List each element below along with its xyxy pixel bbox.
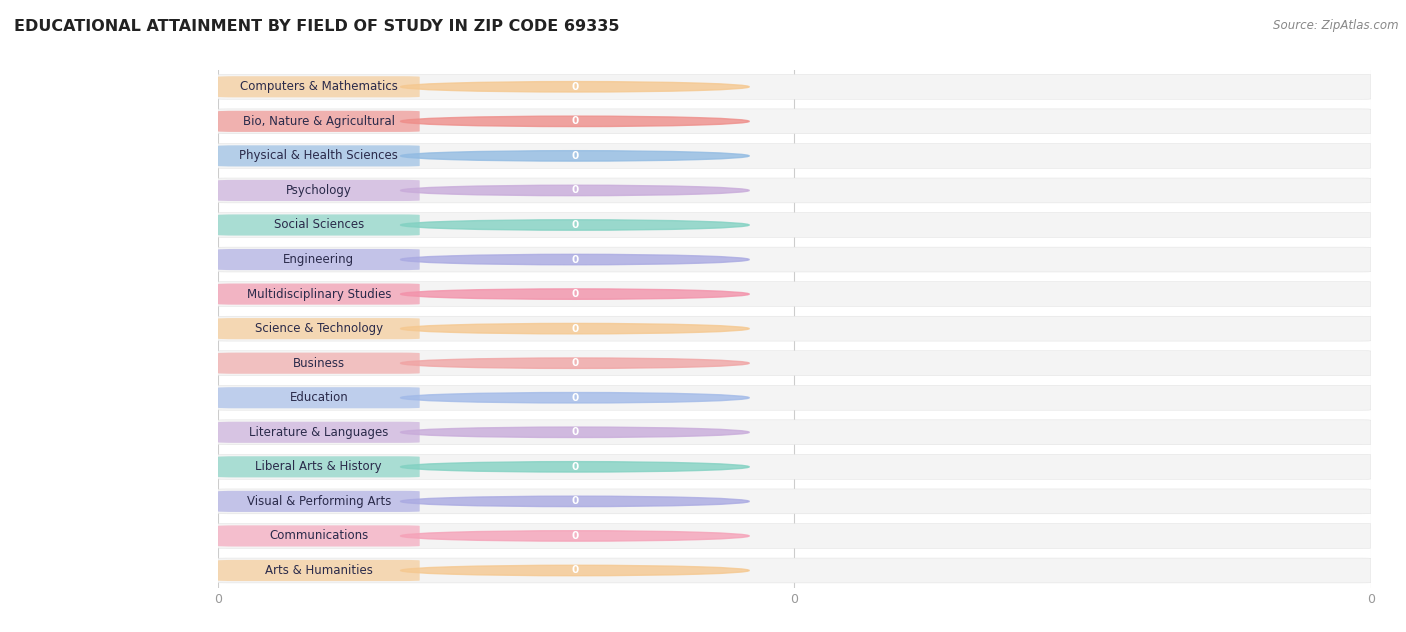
Text: 0: 0 bbox=[571, 324, 578, 334]
FancyBboxPatch shape bbox=[218, 353, 419, 374]
Text: Science & Technology: Science & Technology bbox=[254, 322, 382, 335]
FancyBboxPatch shape bbox=[218, 525, 419, 547]
Circle shape bbox=[401, 185, 749, 196]
FancyBboxPatch shape bbox=[218, 560, 419, 581]
FancyBboxPatch shape bbox=[218, 212, 1371, 238]
Text: Arts & Humanities: Arts & Humanities bbox=[264, 564, 373, 577]
Circle shape bbox=[401, 289, 749, 300]
FancyBboxPatch shape bbox=[218, 178, 1371, 203]
FancyBboxPatch shape bbox=[218, 180, 419, 201]
Circle shape bbox=[401, 324, 749, 334]
FancyBboxPatch shape bbox=[218, 454, 1371, 479]
Circle shape bbox=[401, 150, 749, 161]
Circle shape bbox=[401, 531, 749, 541]
FancyBboxPatch shape bbox=[218, 145, 419, 166]
Text: Liberal Arts & History: Liberal Arts & History bbox=[256, 460, 382, 473]
FancyBboxPatch shape bbox=[218, 558, 1371, 583]
Circle shape bbox=[401, 427, 749, 437]
FancyBboxPatch shape bbox=[218, 420, 1371, 445]
Text: Engineering: Engineering bbox=[283, 253, 354, 266]
FancyBboxPatch shape bbox=[218, 75, 1371, 99]
Text: Psychology: Psychology bbox=[285, 184, 352, 197]
Circle shape bbox=[401, 220, 749, 230]
Text: Computers & Mathematics: Computers & Mathematics bbox=[240, 80, 398, 94]
Text: Literature & Languages: Literature & Languages bbox=[249, 426, 388, 439]
Text: Physical & Health Sciences: Physical & Health Sciences bbox=[239, 149, 398, 162]
FancyBboxPatch shape bbox=[218, 76, 419, 97]
FancyBboxPatch shape bbox=[218, 456, 419, 477]
Circle shape bbox=[401, 461, 749, 472]
Text: 0: 0 bbox=[571, 496, 578, 506]
Text: 0: 0 bbox=[571, 392, 578, 403]
Text: Multidisciplinary Studies: Multidisciplinary Studies bbox=[246, 288, 391, 301]
FancyBboxPatch shape bbox=[218, 422, 419, 443]
Circle shape bbox=[401, 565, 749, 576]
Circle shape bbox=[401, 496, 749, 507]
Text: 0: 0 bbox=[571, 255, 578, 265]
FancyBboxPatch shape bbox=[218, 109, 1371, 134]
Text: Education: Education bbox=[290, 391, 349, 404]
Circle shape bbox=[401, 392, 749, 403]
FancyBboxPatch shape bbox=[218, 316, 1371, 341]
FancyBboxPatch shape bbox=[218, 282, 1371, 307]
Text: 0: 0 bbox=[571, 116, 578, 126]
Text: 0: 0 bbox=[571, 82, 578, 92]
Text: 0: 0 bbox=[571, 185, 578, 195]
Text: 0: 0 bbox=[571, 289, 578, 299]
Text: 0: 0 bbox=[571, 566, 578, 576]
Text: 0: 0 bbox=[571, 151, 578, 161]
FancyBboxPatch shape bbox=[218, 351, 1371, 375]
Text: 0: 0 bbox=[571, 531, 578, 541]
FancyBboxPatch shape bbox=[218, 143, 1371, 168]
FancyBboxPatch shape bbox=[218, 387, 419, 408]
FancyBboxPatch shape bbox=[218, 318, 419, 339]
Circle shape bbox=[401, 254, 749, 265]
FancyBboxPatch shape bbox=[218, 284, 419, 305]
FancyBboxPatch shape bbox=[218, 214, 419, 236]
Text: Communications: Communications bbox=[269, 530, 368, 542]
FancyBboxPatch shape bbox=[218, 111, 419, 132]
FancyBboxPatch shape bbox=[218, 523, 1371, 549]
Text: Source: ZipAtlas.com: Source: ZipAtlas.com bbox=[1274, 19, 1399, 32]
Text: 0: 0 bbox=[571, 427, 578, 437]
Text: 0: 0 bbox=[571, 462, 578, 472]
Text: 0: 0 bbox=[571, 220, 578, 230]
FancyBboxPatch shape bbox=[218, 247, 1371, 272]
Text: Bio, Nature & Agricultural: Bio, Nature & Agricultural bbox=[243, 115, 395, 128]
Text: Business: Business bbox=[292, 356, 344, 370]
Circle shape bbox=[401, 358, 749, 368]
Text: Social Sciences: Social Sciences bbox=[274, 219, 364, 231]
FancyBboxPatch shape bbox=[218, 386, 1371, 410]
Text: Visual & Performing Arts: Visual & Performing Arts bbox=[246, 495, 391, 508]
FancyBboxPatch shape bbox=[218, 489, 1371, 514]
Circle shape bbox=[401, 82, 749, 92]
Text: EDUCATIONAL ATTAINMENT BY FIELD OF STUDY IN ZIP CODE 69335: EDUCATIONAL ATTAINMENT BY FIELD OF STUDY… bbox=[14, 19, 620, 34]
Circle shape bbox=[401, 116, 749, 126]
FancyBboxPatch shape bbox=[218, 491, 419, 512]
FancyBboxPatch shape bbox=[218, 249, 419, 270]
Text: 0: 0 bbox=[571, 358, 578, 368]
